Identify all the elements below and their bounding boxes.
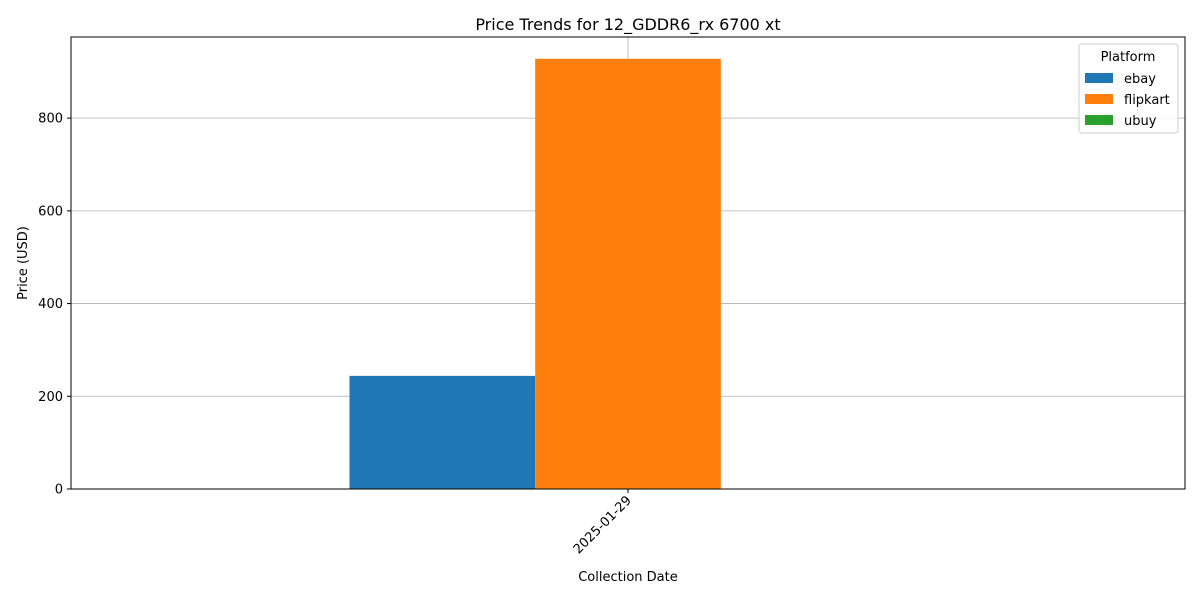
legend-title: Platform [1101,50,1156,65]
x-axis-label: Collection Date [578,570,678,585]
legend-swatch-ebay [1085,73,1113,83]
legend-label-ubuy: ubuy [1124,114,1157,129]
y-tick-label: 0 [55,483,63,498]
bar-ebay [349,375,536,489]
y-tick-label: 200 [38,390,63,405]
legend-label-ebay: ebay [1124,72,1156,87]
y-tick-label: 400 [38,297,63,312]
y-tick-label: 800 [38,112,63,127]
legend-swatch-flipkart [1085,94,1113,104]
legend-label-flipkart: flipkart [1124,93,1170,108]
x-axis-ticks: 2025-01-29 [571,489,635,557]
legend-swatch-ubuy [1085,115,1113,125]
bar-flipkart [535,58,721,489]
plot-frame [70,36,1186,490]
chart-title: Price Trends for 12_GDDR6_rx 6700 xt [475,15,780,35]
y-axis-ticks: 0 200 400 600 800 [38,112,71,498]
legend-box [1078,43,1179,134]
legend: Platform ebay flipkart ubuy [1078,43,1179,134]
bars [349,58,721,489]
x-tick-label: 2025-01-29 [571,493,635,557]
y-axis-label: Price (USD) [16,226,31,300]
y-tick-label: 600 [38,204,63,219]
